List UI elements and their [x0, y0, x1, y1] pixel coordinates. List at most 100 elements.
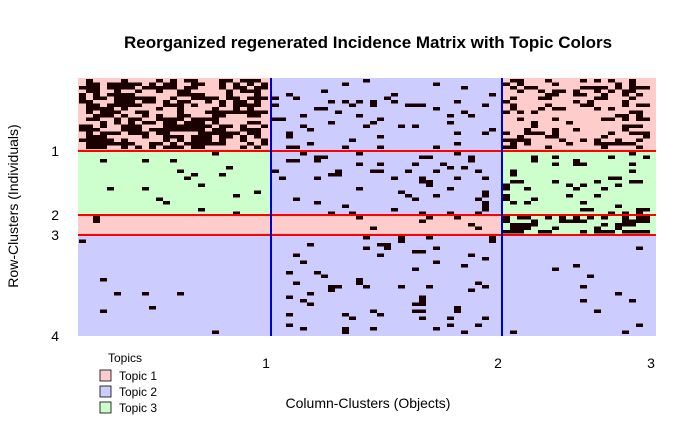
incidence-cell — [475, 169, 482, 173]
legend: Topics Topic 1 Topic 2 Topic 3 — [99, 351, 157, 415]
incidence-cell — [594, 79, 601, 83]
incidence-cell — [156, 142, 163, 146]
incidence-cell — [233, 82, 240, 86]
incidence-cell — [426, 155, 433, 159]
incidence-cell — [419, 103, 426, 107]
incidence-cell — [86, 79, 93, 83]
incidence-cell — [226, 166, 233, 170]
incidence-cell — [86, 138, 93, 142]
incidence-cell — [121, 86, 128, 90]
incidence-cell — [191, 142, 198, 146]
incidence-cell — [412, 250, 419, 254]
incidence-cell — [79, 138, 86, 142]
legend-swatch — [99, 401, 112, 414]
incidence-cell — [517, 89, 524, 93]
incidence-cell — [219, 103, 226, 107]
incidence-cell — [114, 89, 121, 93]
incidence-cell — [219, 135, 226, 139]
incidence-cell — [454, 309, 461, 313]
incidence-cell — [447, 121, 454, 125]
incidence-cell — [93, 82, 100, 86]
incidence-cell — [212, 117, 219, 121]
incidence-cell — [261, 138, 268, 142]
incidence-cell — [170, 96, 177, 100]
incidence-cell — [205, 131, 212, 135]
incidence-cell — [608, 117, 615, 121]
incidence-cell — [198, 96, 205, 100]
incidence-cell — [314, 155, 321, 159]
incidence-cell — [580, 86, 587, 90]
incidence-cell — [93, 107, 100, 111]
incidence-cell — [107, 187, 114, 191]
block-r1-c2 — [271, 78, 502, 151]
incidence-cell — [286, 323, 293, 327]
incidence-cell — [219, 86, 226, 90]
incidence-cell — [100, 309, 107, 313]
incidence-cell — [219, 131, 226, 135]
incidence-cell — [184, 86, 191, 90]
incidence-cell — [170, 124, 177, 128]
incidence-cell — [398, 190, 405, 194]
incidence-cell — [524, 223, 531, 227]
incidence-cell — [517, 138, 524, 142]
incidence-cell — [149, 96, 156, 100]
incidence-cell — [510, 180, 517, 184]
incidence-cell — [643, 86, 650, 90]
incidence-cell — [482, 103, 489, 107]
incidence-cell — [205, 142, 212, 146]
incidence-cell — [349, 138, 356, 142]
incidence-cell — [587, 274, 594, 278]
incidence-cell — [531, 110, 538, 114]
incidence-cell — [86, 145, 93, 149]
legend-label: Topic 3 — [119, 401, 157, 415]
incidence-cell — [279, 176, 286, 180]
incidence-cell — [191, 82, 198, 86]
incidence-cell — [121, 114, 128, 118]
incidence-cell — [191, 128, 198, 132]
incidence-cell — [212, 152, 219, 156]
incidence-cell — [107, 93, 114, 97]
incidence-cell — [398, 124, 405, 128]
incidence-cell — [573, 216, 580, 220]
incidence-cell — [573, 162, 580, 166]
incidence-cell — [184, 124, 191, 128]
incidence-cell — [335, 173, 342, 177]
incidence-cell — [79, 86, 86, 90]
incidence-cell — [142, 159, 149, 163]
incidence-cell — [300, 327, 307, 331]
incidence-cell — [286, 131, 293, 135]
incidence-cell — [205, 138, 212, 142]
incidence-cell — [475, 211, 482, 215]
incidence-cell — [198, 142, 205, 146]
incidence-cell — [545, 135, 552, 139]
incidence-cell — [100, 278, 107, 282]
incidence-cell — [149, 86, 156, 90]
x-axis-label: Column-Clusters (Objects) — [286, 395, 451, 411]
incidence-cell — [454, 152, 461, 156]
incidence-cell — [226, 79, 233, 83]
incidence-cell — [510, 173, 517, 177]
incidence-cell — [447, 211, 454, 215]
incidence-cell — [93, 114, 100, 118]
incidence-cell — [286, 145, 293, 149]
incidence-cell — [545, 216, 552, 220]
incidence-cell — [594, 230, 601, 234]
incidence-cell — [286, 93, 293, 97]
incidence-cell — [100, 131, 107, 135]
incidence-cell — [503, 230, 510, 234]
incidence-cell — [100, 145, 107, 149]
incidence-cell — [163, 135, 170, 139]
y-tick-label: 3 — [51, 227, 59, 243]
incidence-cell — [177, 145, 184, 149]
incidence-cell — [405, 194, 412, 198]
incidence-cell — [142, 135, 149, 139]
incidence-cell — [163, 117, 170, 121]
incidence-cell — [293, 96, 300, 100]
incidence-cell — [643, 216, 650, 220]
incidence-cell — [142, 187, 149, 191]
incidence-cell — [300, 114, 307, 118]
incidence-cell — [86, 103, 93, 107]
incidence-cell — [205, 135, 212, 139]
incidence-cell — [307, 142, 314, 146]
incidence-cell — [503, 197, 510, 201]
